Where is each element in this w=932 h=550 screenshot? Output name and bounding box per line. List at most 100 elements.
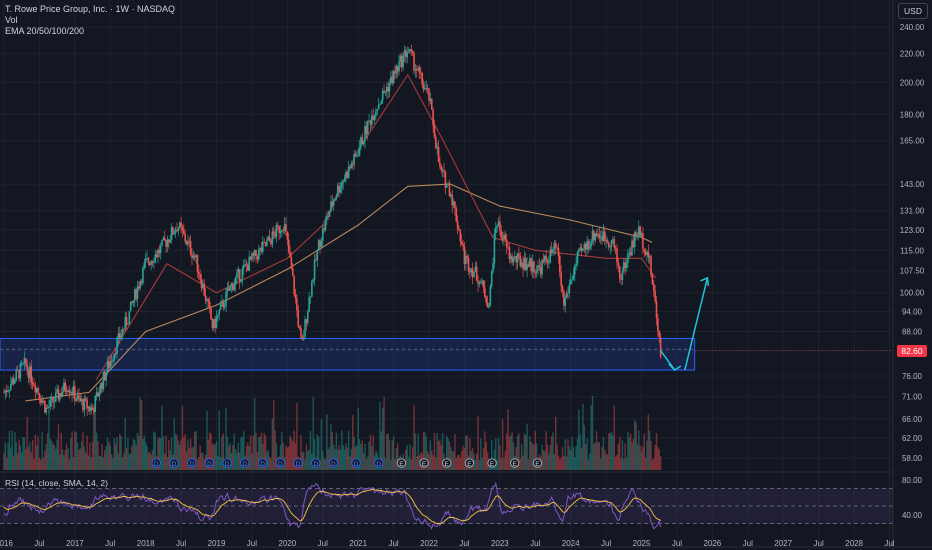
earnings-marker <box>151 458 161 468</box>
candle-body <box>655 301 658 319</box>
earnings-marker-label: E <box>422 461 427 468</box>
volume-bar <box>218 410 220 470</box>
volume-bar <box>206 410 208 470</box>
candle-body <box>33 384 35 387</box>
volume-bar <box>535 443 538 470</box>
volume-bar <box>101 444 103 470</box>
price-axis[interactable]: 240.00 220.00 200.00 180.00 165.00 143.00 131.… <box>892 0 925 550</box>
volume-bar <box>229 442 231 470</box>
symbol-title[interactable]: T. Rowe Price Group, Inc. · 1W · NASDAQ <box>5 4 176 14</box>
volume-bar <box>613 405 615 470</box>
volume-bar <box>559 459 561 470</box>
candle-body <box>37 387 39 394</box>
candle-body <box>458 228 460 231</box>
candle-body <box>518 253 520 256</box>
volume-bar <box>490 439 493 470</box>
candle-body <box>465 256 467 265</box>
candle-body <box>514 255 516 258</box>
candle-body <box>422 84 425 90</box>
candle-body <box>252 253 255 256</box>
volume-bar <box>520 444 523 470</box>
volume-bar <box>18 439 20 470</box>
volume-bar <box>134 440 136 470</box>
volume-bar <box>286 447 289 470</box>
candle-body <box>326 216 328 220</box>
candle-body <box>576 251 579 264</box>
candle-body <box>301 338 304 340</box>
rsi-tick-label: 80.00 <box>902 476 923 485</box>
volume-bar <box>631 442 633 470</box>
volume-bar <box>337 450 339 470</box>
projection-arrows[interactable] <box>660 276 710 372</box>
candle-body <box>373 115 376 121</box>
candle-body <box>106 361 109 373</box>
volume-bar <box>131 445 133 470</box>
volume-bar <box>621 440 624 470</box>
candle-body <box>654 290 656 302</box>
price-tick-label: 200.00 <box>900 78 925 87</box>
candle-body <box>138 286 140 289</box>
volume-bar <box>469 437 471 470</box>
ema-label[interactable]: EMA 20/50/100/200 <box>5 26 85 36</box>
candle-body <box>330 201 332 212</box>
candle-body <box>413 52 415 71</box>
candle-body <box>287 239 290 252</box>
candle-body <box>124 316 127 330</box>
volume-bar <box>579 434 581 470</box>
candle-body <box>195 254 197 258</box>
candle-body <box>331 201 334 206</box>
support-zone[interactable] <box>0 337 893 371</box>
volume-bar <box>495 438 497 470</box>
volume-bar <box>624 443 626 470</box>
volume-bar <box>451 450 453 470</box>
volume-bar <box>91 441 94 470</box>
price-tick-label: 115.00 <box>900 246 924 255</box>
candle-body <box>471 268 474 278</box>
candle-body <box>132 300 135 303</box>
earnings-marker <box>464 458 475 468</box>
volume-bar <box>530 441 532 470</box>
volume-bar <box>410 459 413 470</box>
candle-body <box>127 324 129 326</box>
volume-bar <box>196 459 199 470</box>
candle-body <box>501 238 504 240</box>
candle-body <box>565 292 568 298</box>
volume-bar <box>89 442 91 470</box>
volume-bar <box>127 437 129 470</box>
volume-bar <box>158 437 160 470</box>
currency-button[interactable]: USD <box>898 3 928 19</box>
candle-body <box>283 224 286 231</box>
volume-bar <box>643 433 645 470</box>
volume-bar <box>72 457 75 470</box>
earnings-marker-label: D <box>278 461 283 468</box>
candle-body <box>608 242 610 248</box>
volume-bar <box>500 458 502 470</box>
time-tick-label: Jul <box>247 539 257 548</box>
volume-bar <box>508 436 511 470</box>
volume-bar <box>208 432 211 470</box>
volume-bar <box>485 441 487 470</box>
rsi-label[interactable]: RSI (14, close, SMA, 14, 2) <box>5 478 108 488</box>
volume-bar <box>153 431 155 470</box>
earnings-marker <box>222 458 232 468</box>
volume-bar <box>263 433 265 470</box>
candle-body <box>390 76 392 83</box>
candle-body <box>89 406 91 411</box>
chart-legend: T. Rowe Price Group, Inc. · 1W · NASDAQ … <box>5 4 175 37</box>
volume-bar <box>180 439 182 470</box>
candle-body <box>192 255 195 259</box>
volume-label[interactable]: Vol <box>5 15 18 25</box>
candle-body <box>478 282 481 285</box>
volume-bar <box>448 441 451 470</box>
price-tick-label: 66.00 <box>902 415 923 424</box>
volume-bar <box>497 438 500 470</box>
volume-bar <box>523 433 526 470</box>
volume-bar <box>187 439 189 470</box>
candle-body <box>289 251 291 258</box>
price-candles[interactable] <box>3 44 662 417</box>
candle-body <box>406 52 409 58</box>
candle-body <box>277 224 279 226</box>
time-axis[interactable]: 2016 Jul 2017 Jul 2018 Jul 2019 Jul 2020 Jul 2021 J… <box>0 539 895 548</box>
